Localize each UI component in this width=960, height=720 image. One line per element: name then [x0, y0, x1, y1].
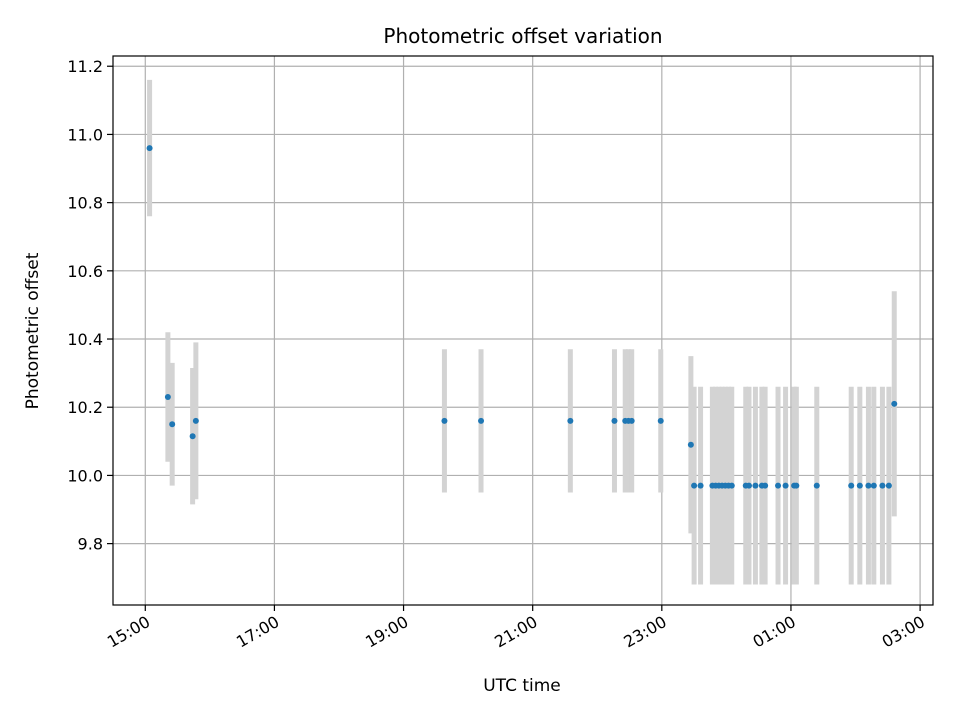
data-point [752, 482, 759, 489]
y-tick-label: 11.2 [67, 57, 103, 76]
data-point [687, 441, 694, 448]
data-point [856, 482, 863, 489]
data-point [146, 145, 153, 152]
data-point [697, 482, 704, 489]
y-tick-label: 10.4 [67, 330, 103, 349]
data-point [848, 482, 855, 489]
data-point [870, 482, 877, 489]
data-point [775, 482, 782, 489]
data-point [885, 482, 892, 489]
data-point [691, 482, 698, 489]
data-point [782, 482, 789, 489]
data-point [164, 393, 171, 400]
y-tick-label: 11.0 [67, 125, 103, 144]
y-axis-ticks: 9.8 10.0 10.2 10.4 10.6 10.8 11.0 11.2 [67, 57, 113, 554]
data-point [793, 482, 800, 489]
y-tick-label: 10.0 [67, 466, 103, 485]
x-tick-label: 19:00 [362, 612, 411, 652]
y-axis-label: Photometric offset [23, 252, 43, 409]
data-point [192, 417, 199, 424]
chart-title: Photometric offset variation [383, 24, 662, 48]
data-point [611, 417, 618, 424]
data-point [189, 433, 196, 440]
y-tick-label: 10.6 [67, 262, 103, 281]
data-point [441, 417, 448, 424]
data-point [762, 482, 769, 489]
data-point [891, 400, 898, 407]
y-tick-label: 9.8 [78, 535, 103, 554]
data-point [169, 421, 176, 428]
data-point [745, 482, 752, 489]
x-tick-label: 17:00 [233, 612, 282, 652]
data-points [146, 145, 898, 489]
x-tick-label: 15:00 [104, 612, 153, 652]
x-axis-ticks: 15:00 17:00 19:00 21:00 23:00 01:00 03:00 [104, 605, 928, 652]
grid [113, 56, 933, 605]
plot-frame [112, 55, 934, 606]
y-tick-label: 10.8 [67, 194, 103, 213]
x-axis-label: UTC time [483, 676, 561, 696]
y-tick-label: 10.2 [67, 398, 103, 417]
data-point [657, 417, 664, 424]
x-tick-label: 01:00 [750, 612, 799, 652]
error-bars [147, 79, 897, 585]
data-point [728, 482, 735, 489]
data-point [567, 417, 574, 424]
data-point [813, 482, 820, 489]
data-point [879, 482, 886, 489]
x-tick-label: 03:00 [879, 612, 928, 652]
data-point [628, 417, 635, 424]
x-tick-label: 21:00 [491, 612, 540, 652]
x-tick-label: 23:00 [620, 612, 669, 652]
data-point [865, 482, 872, 489]
data-point [478, 417, 485, 424]
